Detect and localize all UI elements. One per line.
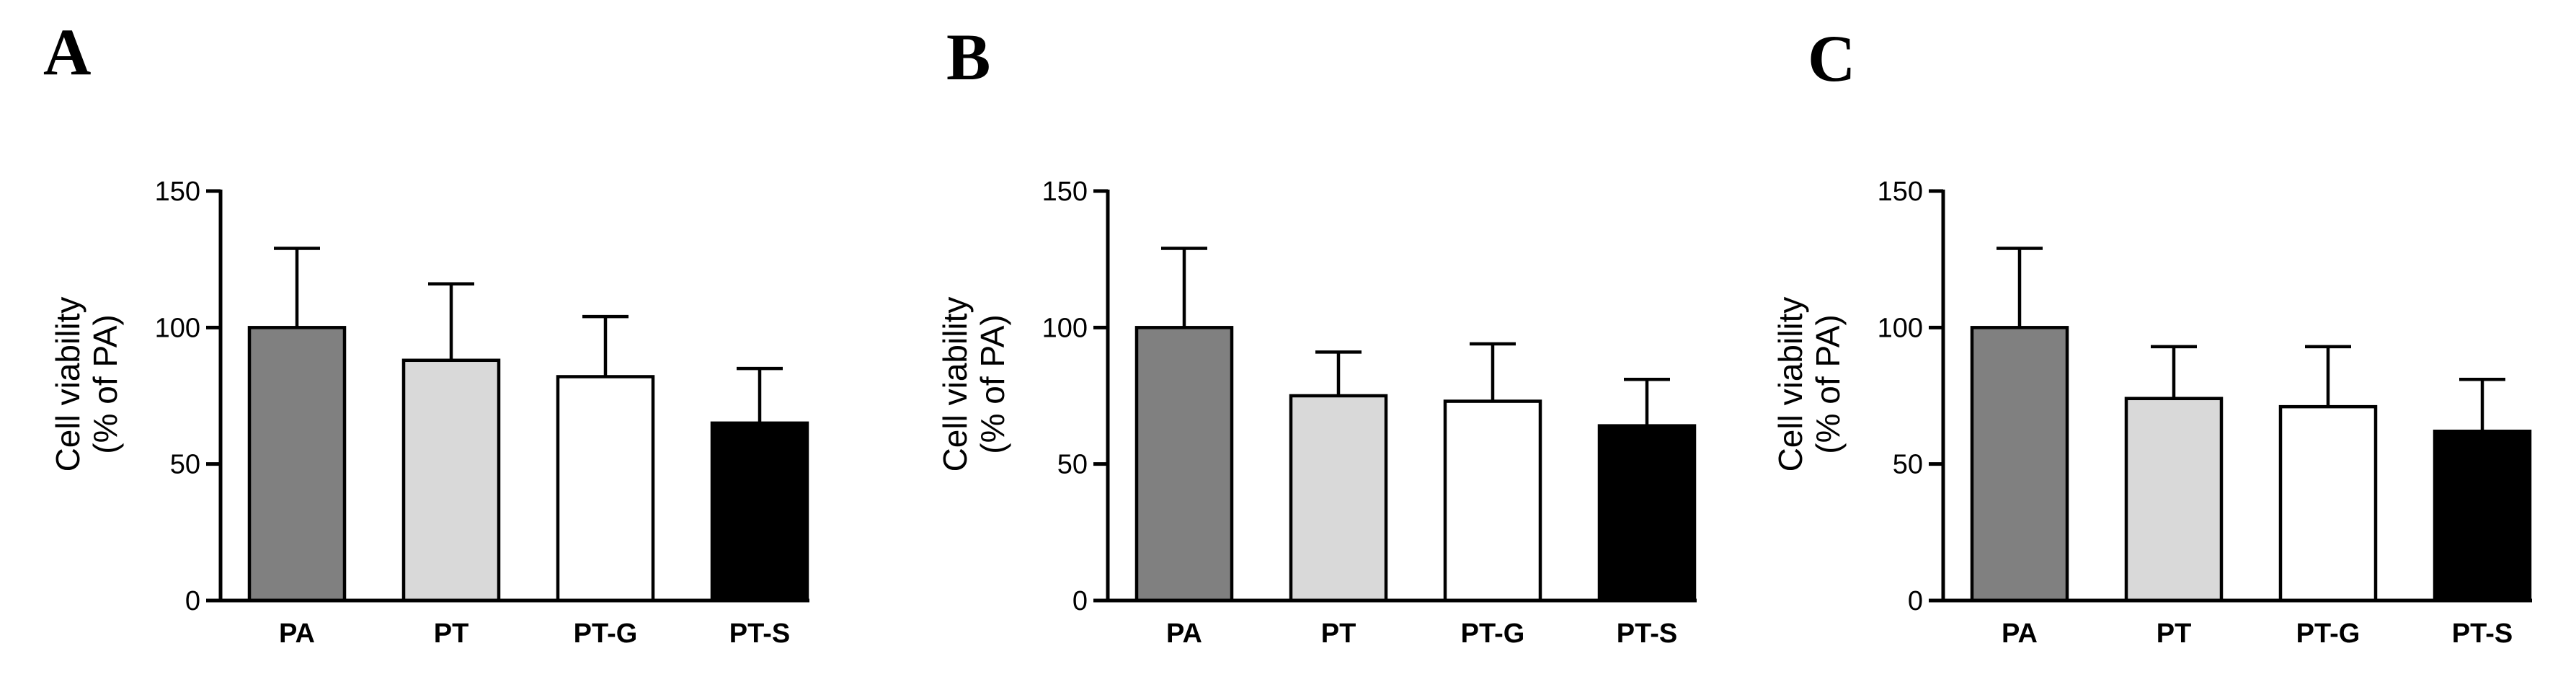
x-tick-label-pt-a: PT (434, 619, 469, 649)
x-tick-label-pa-b: PA (1166, 619, 1202, 649)
y-tick-label-100-c: 100 (1878, 313, 1923, 343)
y-axis-label-line2-a: (% of PA) (86, 314, 124, 453)
bar-pt-b (1289, 394, 1388, 603)
x-tick-label-pt-g-a: PT-G (574, 619, 638, 649)
error-bar-pa-a (274, 247, 320, 328)
error-bar-pt-g-c (2305, 345, 2351, 407)
bar-pt-g-a (556, 375, 655, 603)
y-axis-label-line2-b: (% of PA) (974, 314, 1011, 453)
bar-pt-c (2124, 396, 2224, 603)
bar-pt-s-a (710, 421, 809, 603)
x-tick-label-pa-a: PA (279, 619, 315, 649)
y-tick-label-150-c: 150 (1878, 177, 1923, 207)
bar-pt-a (401, 358, 501, 603)
y-axis-label-line2-c: (% of PA) (1809, 314, 1847, 453)
y-axis-label-line1-a: Cell viability (49, 297, 86, 472)
x-tick-label-pt-s-a: PT-S (729, 619, 790, 649)
y-axis-label-b: Cell viability (% of PA) (936, 297, 1011, 472)
plot-area-b: PA PT PT-G PT-S 0 50 100 150 (1042, 177, 1697, 649)
y-tick-label-0-a: 0 (185, 586, 200, 616)
y-tick-label-50-a: 50 (170, 450, 200, 480)
x-tick-label-pt-b: PT (1321, 619, 1356, 649)
bar-pa-b (1134, 326, 1234, 603)
error-bar-pa-b (1161, 247, 1207, 328)
y-tick-label-0-b: 0 (1072, 586, 1088, 616)
x-tick-label-pt-s-b: PT-S (1617, 619, 1677, 649)
panel-label-b: B (946, 20, 990, 94)
bar-pa-c (1970, 326, 2069, 603)
y-axis-label-line1-b: Cell viability (936, 297, 974, 472)
y-axis-label-line1-c: Cell viability (1772, 297, 1809, 472)
panel-label-a: A (43, 15, 91, 89)
panel-c: C Cell viability (% of PA) PA PT PT-G PT-S 0… (1772, 22, 2532, 649)
error-bar-pt-s-b (1624, 378, 1670, 426)
y-tick-label-150-a: 150 (155, 177, 200, 207)
x-tick-label-pa-c: PA (2002, 619, 2038, 649)
error-bar-pt-a (428, 282, 474, 360)
error-bar-pt-b (1315, 350, 1362, 396)
plot-area-c: PA PT PT-G PT-S 0 50 100 150 (1878, 177, 2532, 649)
error-bar-pt-s-c (2459, 378, 2505, 432)
x-tick-label-pt-s-c: PT-S (2452, 619, 2513, 649)
panel-a: A Cell viability (% of PA) PA PT PT-G PT-S 0… (43, 15, 809, 649)
error-bar-pa-c (1997, 247, 2043, 328)
x-tick-label-pt-c: PT (2157, 619, 2192, 649)
panel-label-c: C (1808, 22, 1855, 95)
error-bar-pt-s-a (737, 366, 783, 423)
bar-pt-g-b (1443, 399, 1542, 603)
y-tick-label-100-b: 100 (1042, 313, 1088, 343)
y-tick-label-0-c: 0 (1908, 586, 1923, 616)
y-axis-label-a: Cell viability (% of PA) (49, 297, 124, 472)
bar-pt-s-c (2433, 429, 2532, 603)
bar-pt-g-c (2278, 404, 2378, 603)
error-bar-pt-c (2151, 345, 2197, 399)
plot-area-a: PA PT PT-G PT-S 0 50 100 150 (155, 177, 809, 649)
y-axis-label-c: Cell viability (% of PA) (1772, 297, 1847, 472)
y-tick-label-150-b: 150 (1042, 177, 1088, 207)
y-tick-label-100-a: 100 (155, 313, 200, 343)
y-tick-label-50-b: 50 (1057, 450, 1088, 480)
error-bar-pt-g-b (1470, 342, 1516, 402)
x-tick-label-pt-g-b: PT-G (1461, 619, 1525, 649)
panel-b: B Cell viability (% of PA) PA PT PT-G PT-S 0… (936, 20, 1697, 649)
bar-pt-s-b (1597, 424, 1697, 603)
y-tick-label-50-c: 50 (1893, 450, 1923, 480)
error-bar-pt-g-a (582, 314, 629, 377)
bar-pa-a (247, 326, 347, 603)
x-tick-label-pt-g-c: PT-G (2296, 619, 2360, 649)
